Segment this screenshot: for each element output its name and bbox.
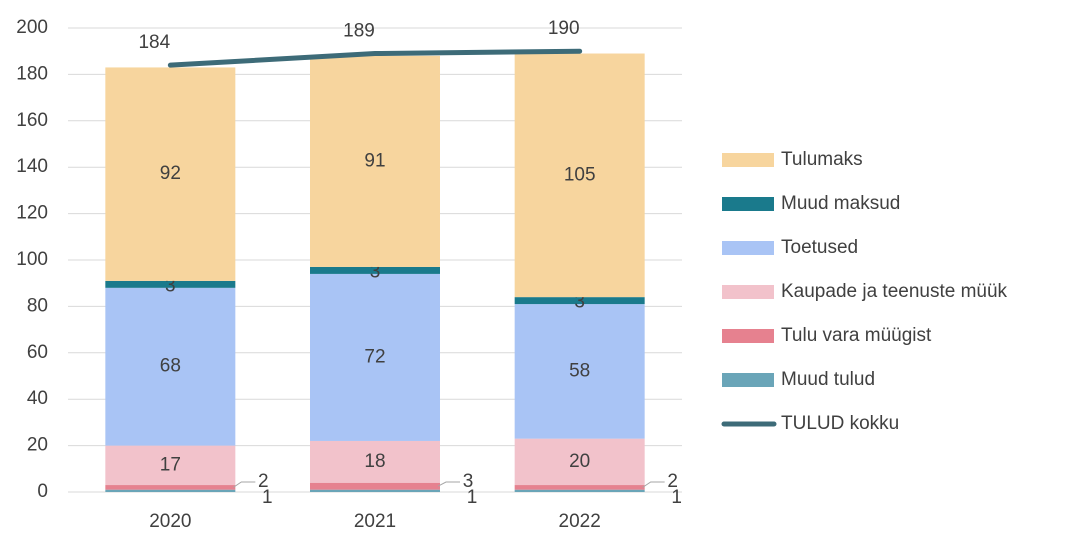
data-label: 91 (364, 150, 385, 171)
legend-swatch (722, 329, 774, 343)
data-label: 2 (258, 471, 269, 492)
bar-segment (514, 485, 645, 490)
y-tick-label: 160 (16, 110, 48, 131)
bar-segment (514, 438, 645, 486)
bar-segment (310, 266, 440, 274)
line-label: 189 (343, 21, 375, 42)
line-label: 184 (138, 32, 170, 53)
x-tick-label: 2021 (354, 511, 396, 532)
leader-line (233, 481, 256, 488)
legend-label: Kaupade ja teenuste müük (781, 281, 1008, 302)
y-tick-label: 180 (16, 63, 48, 84)
y-tick-label: 200 (16, 17, 48, 38)
data-label: 3 (165, 275, 176, 296)
x-tick-label: 2020 (149, 511, 191, 532)
data-label: 1 (467, 487, 478, 508)
legend-swatch (722, 241, 774, 255)
bar-segment (514, 297, 645, 305)
y-tick-label: 0 (37, 481, 48, 502)
bar-segment (310, 55, 440, 267)
x-tick-label: 2022 (559, 511, 601, 532)
bar-segment (105, 280, 236, 288)
leader-line (642, 481, 665, 488)
legend-label: Muud maksud (781, 193, 900, 214)
bar-segment (514, 489, 645, 492)
bar-segment (105, 287, 236, 446)
bar-segment (105, 67, 236, 281)
bar-segment (105, 485, 236, 490)
bar-segment (514, 53, 645, 298)
data-label: 105 (564, 164, 596, 185)
legend-label: TULUD kokku (781, 413, 899, 434)
bar-segment (310, 440, 440, 483)
legend-label: Muud tulud (781, 369, 875, 390)
legend-swatch (722, 285, 774, 299)
data-label: 72 (364, 346, 385, 367)
legend-label: Tulumaks (781, 149, 863, 170)
data-label: 3 (574, 292, 585, 313)
data-label: 3 (463, 471, 474, 492)
leader-line (437, 481, 460, 487)
y-tick-label: 80 (27, 295, 48, 316)
legend-label: Toetused (781, 237, 858, 258)
line (167, 48, 583, 68)
data-label: 58 (569, 360, 590, 381)
bar-segment (105, 445, 236, 486)
y-tick-label: 60 (27, 342, 48, 363)
bar-segment (310, 482, 440, 490)
data-label: 2 (667, 471, 678, 492)
bar-segment (105, 489, 236, 492)
line-label: 190 (548, 18, 580, 39)
data-label: 3 (370, 261, 381, 282)
data-label: 18 (364, 451, 385, 472)
data-label: 17 (160, 454, 181, 475)
data-label: 68 (160, 356, 181, 377)
legend-swatch (722, 153, 774, 167)
y-tick-label: 120 (16, 203, 48, 224)
data-label: 1 (262, 487, 273, 508)
data-label: 92 (160, 163, 181, 184)
data-label: 20 (569, 451, 590, 472)
legend-swatch (722, 197, 774, 211)
data-label: 1 (671, 487, 682, 508)
bar-segment (514, 304, 645, 439)
y-tick-label: 100 (16, 249, 48, 270)
bar-segment (310, 273, 440, 441)
y-tick-label: 140 (16, 156, 48, 177)
legend-swatch (722, 373, 774, 387)
y-tick-label: 20 (27, 435, 48, 456)
y-tick-label: 40 (27, 388, 48, 409)
legend-label: Tulu vara müügist (781, 325, 932, 346)
bar-segment (310, 489, 440, 492)
